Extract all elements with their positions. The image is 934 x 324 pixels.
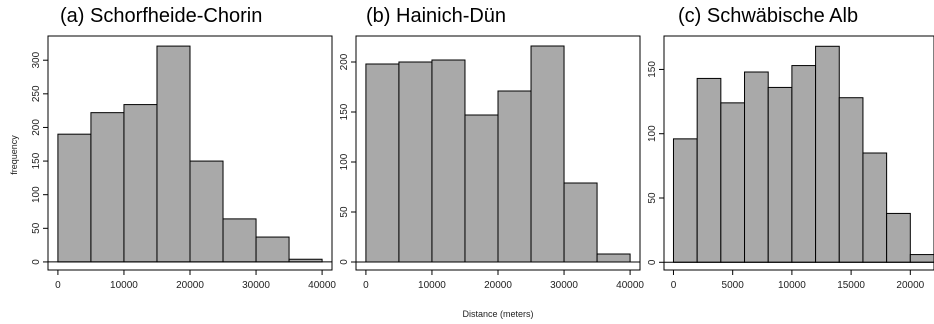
x-tick-label: 20000 [176, 280, 204, 291]
x-tick-label: 10000 [110, 280, 138, 291]
histogram-panel-1: (a) Schorfheide-Chorin 0 50 100 150 200 250 300… [31, 5, 336, 291]
x-tick-label: 0 [55, 280, 61, 291]
histogram-bar [720, 102, 746, 263]
histogram-bar [838, 97, 864, 263]
y-axis-label: frequency [9, 135, 19, 175]
histogram-bar [365, 63, 400, 263]
histogram-bar [530, 45, 565, 263]
histogram-bar [909, 254, 934, 263]
histogram-bar [791, 65, 817, 263]
panel-title: (c) Schwäbische Alb [678, 5, 858, 27]
x-tick-label: 30000 [550, 280, 578, 291]
x-tick-label: 40000 [616, 280, 644, 291]
x-tick-label: 5000 [722, 280, 745, 291]
y-tick-label: 250 [31, 85, 42, 102]
histogram-panel-3: (c) Schwäbische Alb 0 50 100 150 0 5000 10000 15… [647, 5, 934, 291]
x-axis-label: Distance (meters) [462, 309, 533, 319]
histogram-bar [123, 104, 158, 263]
y-tick-label: 50 [31, 222, 42, 234]
histogram-bar [497, 90, 532, 263]
y-tick-label: 0 [647, 259, 658, 265]
x-tick-label: 0 [363, 280, 369, 291]
histogram-bar [886, 212, 911, 263]
x-tick-label: 15000 [837, 280, 865, 291]
histogram-bar [596, 253, 631, 263]
histogram-bar [222, 218, 257, 263]
y-tick-label: 100 [339, 153, 350, 170]
histogram-bar [90, 112, 125, 263]
histogram-bar [696, 77, 722, 263]
plot-frame [663, 35, 934, 271]
histogram-bar [189, 160, 224, 263]
x-tick-label: 10000 [418, 280, 446, 291]
histogram-panel-2: (b) Hainich-Dün 0 50 100 150 200 0 10000 20000 30… [339, 5, 644, 291]
histogram-bar [156, 45, 191, 263]
histogram-bar [767, 86, 793, 263]
histogram-bar [431, 59, 466, 263]
histogram-bar [464, 114, 499, 263]
histogram-bar [744, 71, 769, 263]
histogram-bar [57, 133, 92, 263]
y-tick-label: 50 [339, 206, 350, 218]
x-tick-label: 40000 [308, 280, 336, 291]
histogram-bar [672, 138, 698, 263]
x-tick-label: 10000 [778, 280, 806, 291]
y-tick-label: 0 [31, 259, 42, 265]
y-tick-label: 150 [339, 103, 350, 120]
x-tick-label: 0 [671, 280, 677, 291]
histogram-bar [815, 45, 840, 263]
y-tick-label: 150 [31, 152, 42, 169]
y-tick-label: 100 [31, 186, 42, 203]
y-tick-label: 300 [31, 51, 42, 68]
histogram-bar [862, 152, 888, 263]
x-tick-label: 30000 [242, 280, 270, 291]
histogram-bar [255, 236, 290, 263]
y-tick-label: 0 [339, 259, 350, 265]
y-tick-label: 50 [647, 192, 658, 204]
panel-title: (b) Hainich-Dün [366, 5, 506, 27]
histogram-bar [563, 182, 598, 263]
y-tick-label: 200 [31, 119, 42, 136]
histogram-bar [398, 61, 433, 263]
x-tick-label: 20000 [896, 280, 924, 291]
y-tick-label: 100 [647, 125, 658, 142]
y-tick-label: 150 [647, 61, 658, 78]
x-tick-label: 20000 [484, 280, 512, 291]
y-tick-label: 200 [339, 53, 350, 70]
panel-title: (a) Schorfheide-Chorin [60, 5, 262, 27]
